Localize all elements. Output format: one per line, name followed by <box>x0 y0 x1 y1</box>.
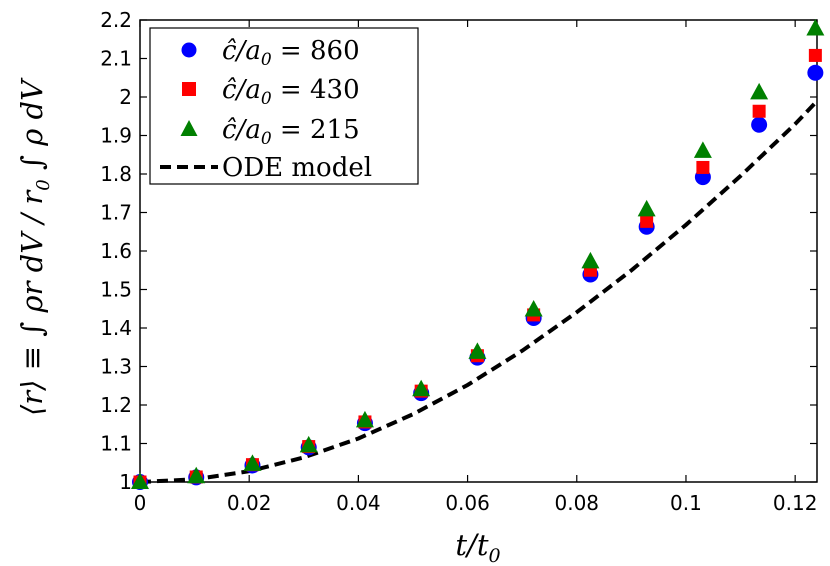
legend-math-860: ĉ/a <box>222 36 261 66</box>
point-c215 <box>299 435 318 453</box>
x-tick-label: 0.1 <box>670 491 702 515</box>
x-tick-label: 0.12 <box>773 491 818 515</box>
legend-eq-215: = <box>272 115 310 145</box>
y-tick-label: 2 <box>119 85 132 109</box>
y-axis-label: ⟨r⟩ ≡ ∫ ρr dV / r0 ∫ ρ dV <box>15 77 54 416</box>
legend-math-430: ĉ/a <box>222 75 261 105</box>
point-c215 <box>355 410 374 428</box>
y-tick-label: 1.7 <box>100 201 132 225</box>
point-c430 <box>808 48 822 62</box>
legend-math-215: ĉ/a <box>222 115 261 145</box>
legend: ĉ/a0 = 860 ĉ/a0 = 430 ĉ/a0 = 215 ODE mod… <box>149 27 419 185</box>
y-tick-label: 1.8 <box>100 162 132 186</box>
legend-label-ode: ODE model <box>222 153 372 183</box>
legend-value-430: 430 <box>310 75 360 105</box>
y-tick-label: 1.4 <box>100 316 132 340</box>
legend-label-215: ĉ/a0 = 215 <box>222 115 360 149</box>
legend-sub-215: 0 <box>261 129 272 149</box>
axis-tick-labels: 0 0.02 0.04 0.06 0.08 0.1 0.12 1 1.1 1.2 1.3 1.4 1.5… <box>100 8 817 515</box>
x-tick-label: 0.02 <box>227 491 272 515</box>
y-tick-label: 1.3 <box>100 355 132 379</box>
legend-marker-860 <box>181 42 197 58</box>
point-c430 <box>752 104 766 118</box>
legend-value-215: 215 <box>310 115 360 145</box>
legend-sub-430: 0 <box>261 89 272 109</box>
x-tick-label: 0 <box>134 491 147 515</box>
legend-sub-860: 0 <box>261 50 272 70</box>
x-axis-label-main: t/t <box>455 528 488 562</box>
legend-eq-860: = <box>272 36 310 66</box>
legend-marker-430 <box>182 82 196 96</box>
legend-value-860: 860 <box>310 36 360 66</box>
point-c215 <box>243 454 262 471</box>
point-c215 <box>468 342 487 359</box>
legend-label-860: ĉ/a0 = 860 <box>222 36 360 70</box>
point-c430 <box>696 160 710 174</box>
point-c215 <box>693 141 712 158</box>
legend-eq-430: = <box>272 75 310 105</box>
x-tick-label: 0.08 <box>555 491 600 515</box>
point-c215 <box>637 199 656 217</box>
legend-label-430: ĉ/a0 = 430 <box>222 75 360 109</box>
legend-marker-215 <box>180 120 198 136</box>
point-c215 <box>187 466 206 484</box>
x-tick-label: 0.04 <box>336 491 381 515</box>
data-points <box>131 18 825 490</box>
x-axis-label: t/t0 <box>455 528 500 566</box>
y-axis-label-main: ⟨r⟩ ≡ ∫ ρr dV / r <box>15 189 49 416</box>
y-tick-label: 2.1 <box>100 47 132 71</box>
y-tick-label: 1 <box>119 470 132 494</box>
y-axis-label-tail: ∫ ρ dV <box>15 77 49 179</box>
y-tick-label: 1.2 <box>100 393 132 417</box>
x-axis-label-sub: 0 <box>488 545 500 566</box>
x-tick-label: 0.06 <box>445 491 490 515</box>
point-c215 <box>524 300 543 317</box>
y-axis-label-sub: 0 <box>33 179 54 190</box>
point-c430 <box>640 214 654 228</box>
point-c215 <box>581 251 600 269</box>
point-c215 <box>412 379 431 397</box>
point-c215 <box>806 18 825 36</box>
y-tick-label: 1.9 <box>100 124 132 148</box>
point-c860 <box>807 64 824 81</box>
y-tick-label: 1.6 <box>100 239 132 263</box>
y-tick-label: 1.5 <box>100 278 132 302</box>
y-tick-label: 1.1 <box>100 432 132 456</box>
point-c215 <box>131 472 149 489</box>
y-tick-label: 2.2 <box>100 8 132 32</box>
point-c215 <box>750 82 769 100</box>
point-c860 <box>751 116 768 133</box>
